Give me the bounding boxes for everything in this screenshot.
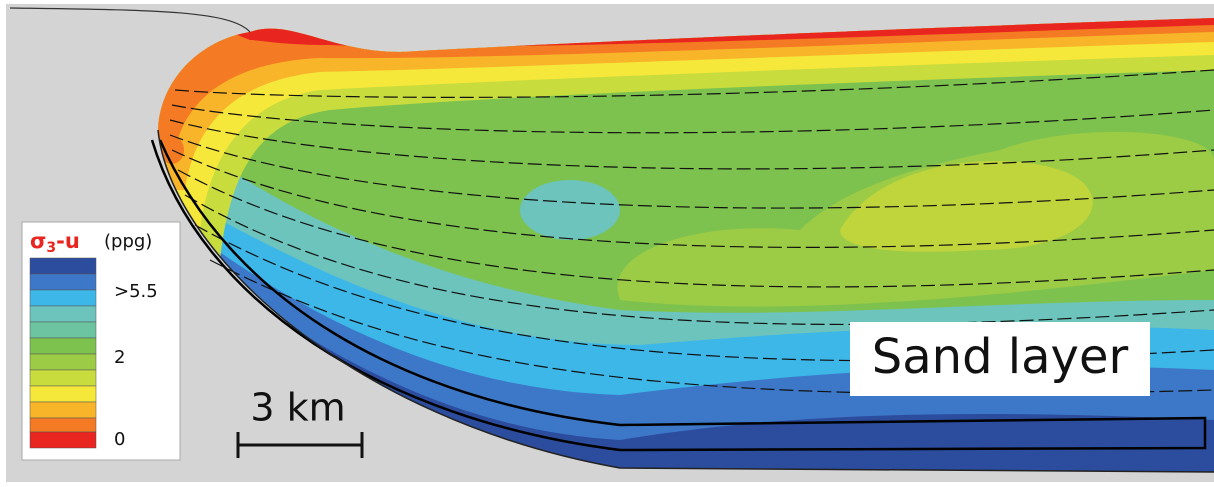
legend-symbol: σ <box>30 229 46 253</box>
scale-bar-label: 3 km <box>250 386 345 430</box>
annotation: Sand layer <box>850 322 1150 396</box>
annotation-label: Sand layer <box>872 329 1129 385</box>
page: {"legend": {"symbol": "σ", "subscript": … <box>0 0 1214 487</box>
legend-suffix: -u <box>56 229 80 253</box>
legend: σ3-u (ppg) >5.5 2 0 <box>22 222 180 460</box>
colorbar <box>30 258 96 448</box>
legend-label: 0 <box>114 429 125 450</box>
legend-label: >5.5 <box>114 281 158 302</box>
figure: σ3-u (ppg) >5.5 2 0 3 km Sand layer <box>0 0 1214 487</box>
legend-label: 2 <box>114 347 125 368</box>
legend-unit: (ppg) <box>104 231 152 252</box>
legend-subscript: 3 <box>46 240 56 256</box>
